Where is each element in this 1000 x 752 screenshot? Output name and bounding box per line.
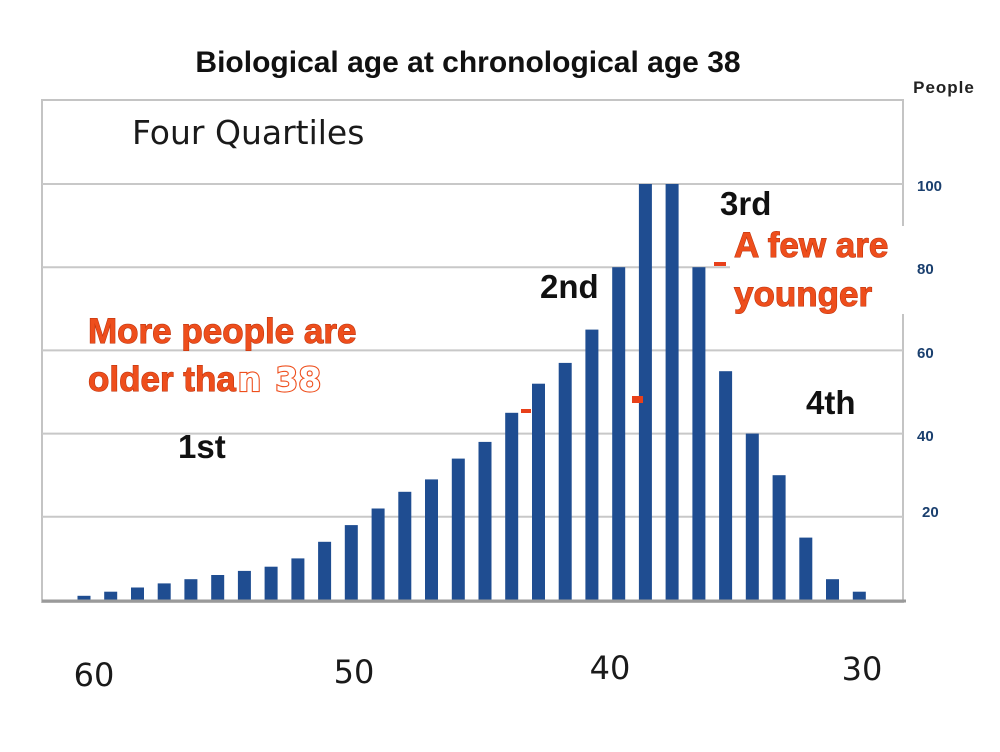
chart-subtitle: Four Quartiles xyxy=(132,113,364,152)
y-tick-label: 40 xyxy=(917,428,934,445)
bar xyxy=(719,371,733,600)
bar xyxy=(211,575,225,600)
bar xyxy=(318,541,332,600)
bar xyxy=(799,537,813,600)
bar xyxy=(585,329,599,600)
annotation-older-line2: older than 38 xyxy=(88,360,321,399)
x-tick-label: 30 xyxy=(842,650,883,688)
bars xyxy=(77,184,866,600)
bar xyxy=(131,587,144,600)
bar xyxy=(344,525,358,600)
bar xyxy=(505,412,519,600)
x-tick-label: 50 xyxy=(334,653,375,691)
bar xyxy=(692,267,706,600)
bar xyxy=(638,184,652,600)
annotation-younger-line1: A few are xyxy=(734,226,888,265)
bar xyxy=(237,570,251,600)
annotation-younger-background xyxy=(730,226,910,314)
bar xyxy=(184,579,198,600)
red-mark xyxy=(714,262,726,266)
annotation-older-38: 38 xyxy=(275,360,321,399)
annotation-younger-line2: younger xyxy=(734,275,872,314)
quartile-label-1st: 1st xyxy=(178,428,226,465)
bar xyxy=(77,595,91,600)
red-mark xyxy=(632,396,643,403)
quartile-label-4th: 4th xyxy=(806,384,856,421)
y-tick-label: 80 xyxy=(917,261,934,278)
y-tick-label: 20 xyxy=(922,504,939,521)
bar xyxy=(425,479,438,600)
bar xyxy=(558,362,572,600)
quartile-label-3rd: 3rd xyxy=(720,185,771,222)
bar xyxy=(612,267,626,600)
annotation-older-text: older tha xyxy=(88,360,236,399)
bar xyxy=(772,475,786,600)
y-axis-label: People xyxy=(913,78,975,97)
bar xyxy=(104,591,118,600)
bar xyxy=(665,184,679,600)
annotation-older-line1: More people are xyxy=(88,312,356,351)
bar xyxy=(371,508,385,600)
x-tick-labels: 60 50 40 30 xyxy=(74,649,883,694)
red-mark xyxy=(521,409,531,413)
y-tick-label: 60 xyxy=(917,345,934,362)
bar xyxy=(478,441,492,600)
bar xyxy=(532,383,545,600)
bar xyxy=(451,458,465,600)
bar xyxy=(398,491,412,600)
bar xyxy=(826,579,839,600)
quartile-label-3rd-background xyxy=(712,186,798,226)
y-tick-labels: 100 80 60 40 20 xyxy=(917,178,942,521)
bar xyxy=(264,566,278,600)
bar xyxy=(291,558,305,600)
bar xyxy=(157,583,171,600)
annotation-older-n: n xyxy=(238,360,262,399)
x-tick-label: 40 xyxy=(590,649,631,687)
chart-title: Biological age at chronological age 38 xyxy=(195,46,740,79)
bar xyxy=(852,591,866,600)
bar xyxy=(745,433,759,600)
y-tick-label: 100 xyxy=(917,178,942,195)
x-tick-label: 60 xyxy=(74,656,115,694)
quartile-label-2nd: 2nd xyxy=(540,268,599,305)
